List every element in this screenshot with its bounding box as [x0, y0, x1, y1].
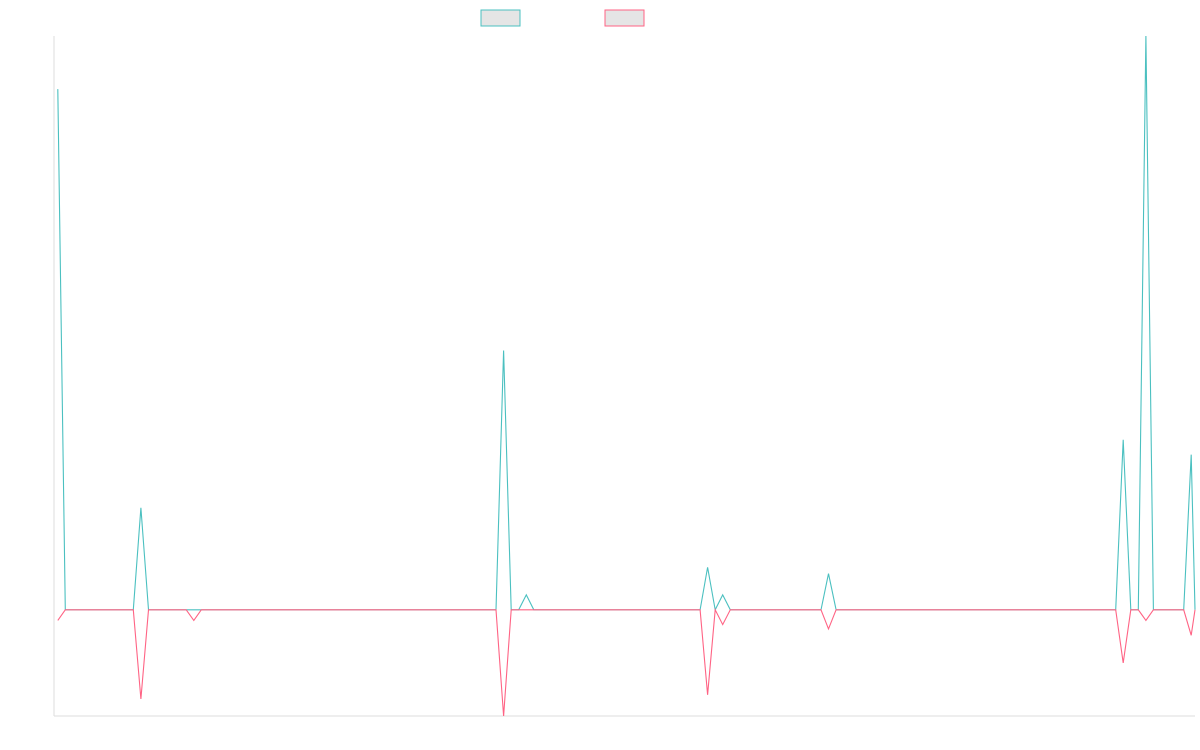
series-line-2 [57, 607, 1196, 717]
series-line-1 [57, 35, 1196, 612]
legend-swatch-series-1[interactable] [480, 9, 521, 27]
legend [480, 9, 645, 27]
legend-swatch-series-2[interactable] [604, 9, 645, 27]
plot-series [57, 35, 1196, 717]
axes [53, 36, 1195, 717]
